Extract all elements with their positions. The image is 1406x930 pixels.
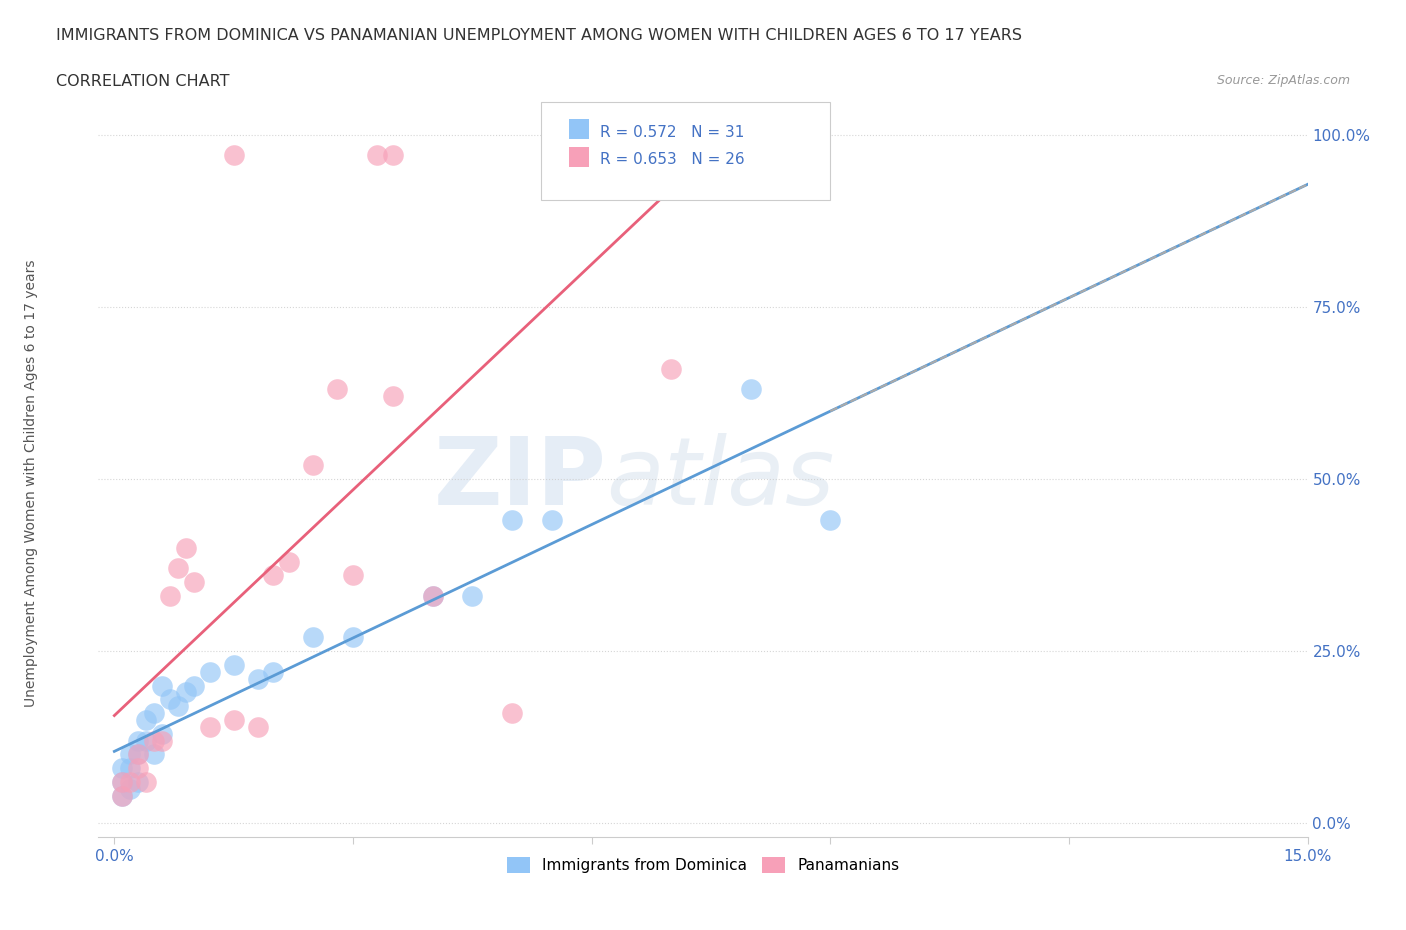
Text: ZIP: ZIP [433, 433, 606, 525]
Text: R = 0.572   N = 31: R = 0.572 N = 31 [600, 125, 745, 140]
Point [198, 664, 221, 679]
Point [143, 747, 166, 762]
Point [581, 168, 603, 183]
Point [659, 362, 682, 377]
Point [740, 382, 762, 397]
Text: CORRELATION CHART: CORRELATION CHART [56, 74, 229, 89]
Point [135, 733, 157, 748]
Point [120, 761, 142, 776]
Point [111, 789, 134, 804]
Point [150, 726, 173, 741]
Point [150, 678, 173, 693]
Point [246, 720, 269, 735]
Point [183, 678, 205, 693]
Point [366, 148, 388, 163]
Point [326, 382, 349, 397]
Point [135, 712, 157, 727]
Point [127, 747, 149, 762]
Point [222, 148, 245, 163]
Point [111, 789, 134, 804]
Point [127, 733, 149, 748]
Legend: Immigrants from Dominica, Panamanians: Immigrants from Dominica, Panamanians [501, 851, 905, 880]
Point [127, 761, 149, 776]
Point [246, 671, 269, 686]
Point [422, 589, 444, 604]
Point [262, 568, 284, 583]
Point [262, 664, 284, 679]
Point [120, 781, 142, 796]
Point [820, 512, 842, 527]
Point [135, 775, 157, 790]
Point [127, 747, 149, 762]
Point [278, 554, 301, 569]
Point [540, 168, 562, 183]
Point [381, 148, 404, 163]
Point [302, 630, 325, 644]
Point [183, 575, 205, 590]
Text: Source: ZipAtlas.com: Source: ZipAtlas.com [1216, 74, 1350, 87]
Point [222, 712, 245, 727]
Text: IMMIGRANTS FROM DOMINICA VS PANAMANIAN UNEMPLOYMENT AMONG WOMEN WITH CHILDREN AG: IMMIGRANTS FROM DOMINICA VS PANAMANIAN U… [56, 28, 1022, 43]
Text: atlas: atlas [606, 433, 835, 525]
Point [143, 706, 166, 721]
Point [120, 775, 142, 790]
Point [302, 458, 325, 472]
Point [342, 630, 364, 644]
Point [461, 589, 484, 604]
Point [159, 589, 181, 604]
Point [111, 775, 134, 790]
Point [127, 775, 149, 790]
Text: R = 0.653   N = 26: R = 0.653 N = 26 [600, 153, 745, 167]
Point [540, 512, 562, 527]
Point [167, 698, 190, 713]
Point [167, 561, 190, 576]
Point [422, 589, 444, 604]
Point [381, 389, 404, 404]
Point [159, 692, 181, 707]
Point [501, 706, 523, 721]
Point [501, 512, 523, 527]
Point [174, 540, 197, 555]
Point [174, 685, 197, 700]
Point [222, 658, 245, 672]
Point [198, 720, 221, 735]
Point [111, 775, 134, 790]
Point [342, 568, 364, 583]
Point [150, 733, 173, 748]
Text: Unemployment Among Women with Children Ages 6 to 17 years: Unemployment Among Women with Children A… [24, 259, 38, 708]
Point [120, 747, 142, 762]
Point [143, 733, 166, 748]
Point [111, 761, 134, 776]
